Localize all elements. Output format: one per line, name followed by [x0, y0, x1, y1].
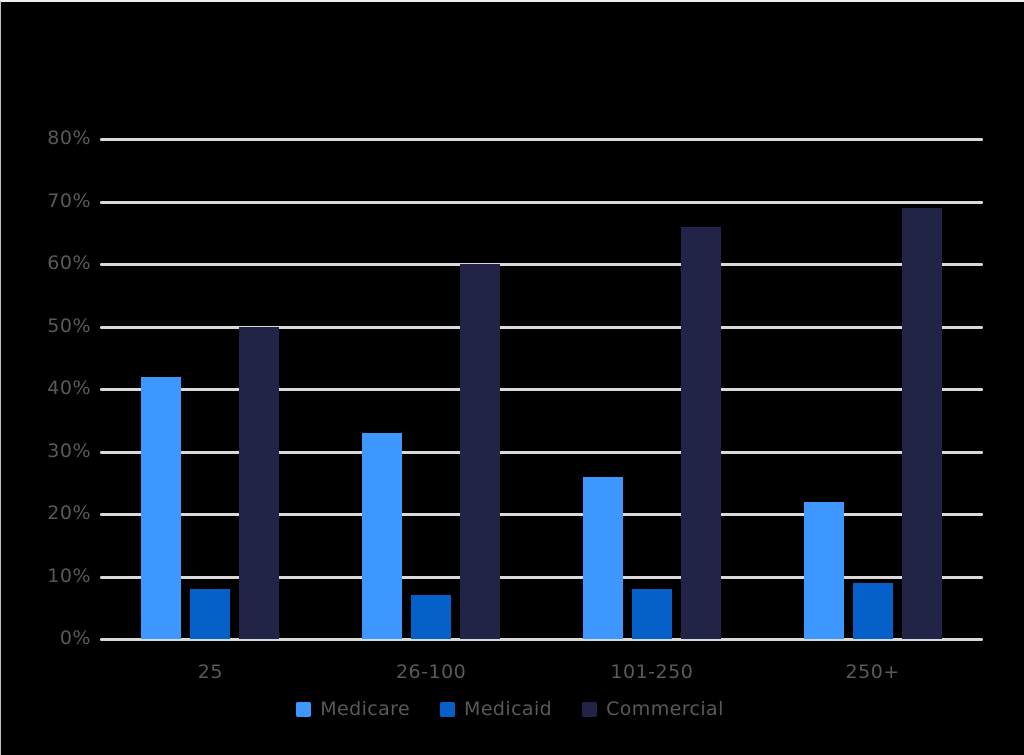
x-category-label: 26-100 [395, 661, 467, 683]
bar-commercial-26-100 [460, 264, 501, 639]
bar-medicare-25 [141, 376, 182, 639]
bar-medicare-26-100 [362, 432, 403, 639]
legend-label: Medicare [320, 698, 411, 720]
legend-item-medicaid: Medicaid [440, 698, 552, 720]
y-tick-label: 0% [59, 627, 91, 649]
gridline-30 [100, 450, 983, 454]
y-tick-label: 70% [47, 189, 91, 212]
gridline-20 [100, 513, 983, 516]
bar-medicare-250+ [803, 501, 844, 639]
gridline-0 [100, 638, 983, 641]
x-category-label: 101-250 [610, 661, 694, 683]
bar-commercial-25 [239, 326, 280, 639]
y-tick-label: 80% [47, 127, 91, 149]
y-tick-label: 40% [47, 377, 91, 399]
gridline-70 [100, 200, 983, 204]
x-category-label: 250+ [845, 661, 900, 683]
gridline-50 [100, 325, 983, 329]
legend-label: Commercial [606, 698, 724, 720]
bar-medicaid-26-100 [411, 595, 452, 639]
bar-medicaid-101-250 [631, 589, 672, 639]
y-tick-label: 60% [47, 252, 91, 274]
gridline-60 [100, 263, 983, 266]
gridline-40 [100, 388, 983, 391]
legend-swatch-medicaid [440, 701, 456, 717]
legend-item-medicare: Medicare [296, 698, 410, 720]
y-tick-label: 20% [47, 502, 91, 524]
y-tick-label: 30% [47, 439, 91, 462]
legend-item-commercial: Commercial [582, 698, 724, 720]
legend-swatch-medicare [296, 701, 312, 717]
bar-commercial-101-250 [680, 226, 721, 639]
gridline-10 [100, 575, 983, 579]
legend: Medicare Medicaid Commercial [1, 698, 1019, 720]
x-category-label: 25 [197, 661, 223, 683]
legend-swatch-commercial [582, 701, 598, 717]
y-tick-label: 10% [47, 564, 91, 587]
legend-label: Medicaid [464, 698, 553, 720]
bar-medicaid-250+ [852, 582, 893, 639]
gridline-80 [100, 138, 983, 141]
y-tick-label: 50% [47, 314, 91, 337]
bar-medicare-101-250 [582, 476, 623, 639]
bar-medicaid-25 [190, 589, 231, 639]
bar-commercial-250+ [901, 207, 942, 639]
